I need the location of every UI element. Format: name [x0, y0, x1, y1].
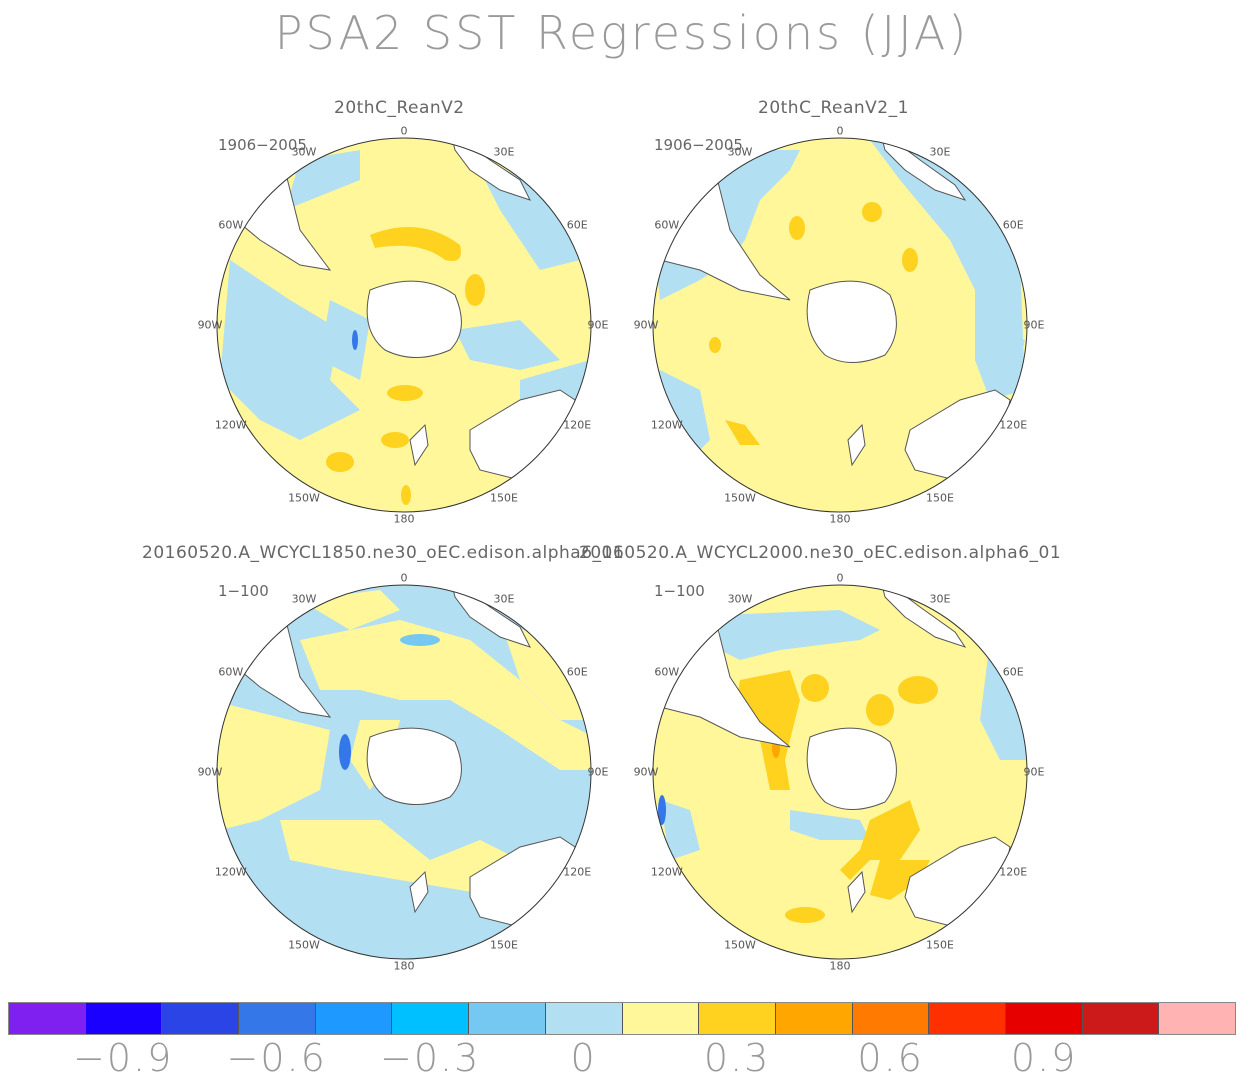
lon-label-3: 150W [288, 938, 320, 952]
colorbar-cell [929, 1003, 1006, 1034]
lon-label-4: 60E [1002, 665, 1024, 679]
colorbar-cell [85, 1003, 163, 1034]
lon-label-1: 0 [400, 124, 408, 138]
lon-label-2: 120E [999, 418, 1028, 432]
lon-label-4: 90W [633, 765, 659, 779]
lon-label-4: 90E [1023, 765, 1045, 779]
colorbar-tick-label: −0.9 [72, 1036, 174, 1080]
lon-label-4: 180 [829, 959, 851, 973]
lon-label-1: 60W [218, 218, 244, 232]
lon-label-3: 30W [291, 592, 317, 606]
lon-label-2: 120W [650, 418, 683, 432]
lon-label-4: 120W [650, 865, 683, 879]
panel-4-period: 1−100 [654, 582, 705, 600]
lon-label-1: 150W [288, 491, 320, 505]
colorbar-cell [545, 1003, 623, 1034]
colorbar-tick-label: 0.6 [857, 1036, 924, 1080]
lon-label-3: 90W [197, 765, 223, 779]
lon-label-2: 150E [926, 491, 954, 505]
colorbar-cell [162, 1003, 240, 1034]
colorbar-cell [9, 1003, 86, 1034]
lon-label-2: 30E [929, 145, 951, 159]
lon-label-3: 120E [563, 865, 592, 879]
lon-label-2: 180 [829, 512, 851, 526]
lon-label-2: 0 [836, 124, 844, 138]
panel-3-period: 1−100 [218, 582, 269, 600]
panel-3-title: 20160520.A_WCYCL1850.ne30_oEC.edison.alp… [142, 543, 625, 563]
colorbar-cell [699, 1003, 776, 1034]
colorbar-cell [239, 1003, 316, 1034]
colorbar-cell [852, 1003, 930, 1034]
lon-label-3: 0 [400, 571, 408, 585]
lon-label-3: 30E [493, 592, 515, 606]
panel-2-title: 20thC_ReanV2_1 [758, 98, 909, 118]
lon-label-1: 30W [291, 145, 317, 159]
lon-label-4: 60W [654, 665, 680, 679]
colorbar-cell [315, 1003, 393, 1034]
map-panel-3 [217, 585, 591, 959]
lon-label-4: 150W [724, 938, 756, 952]
lon-label-1: 30E [493, 145, 515, 159]
colorbar-cell [1082, 1003, 1160, 1034]
colorbar-cell [392, 1003, 470, 1034]
map-panel-4 [653, 585, 1027, 959]
lon-label-1: 120E [563, 418, 592, 432]
lon-label-4: 30W [727, 592, 753, 606]
panel-4-title: 20160520.A_WCYCL2000.ne30_oEC.edison.alp… [579, 543, 1062, 563]
colorbar-tick-label: 0.9 [1010, 1036, 1078, 1080]
lon-label-4: 30E [929, 592, 951, 606]
lon-label-1: 90W [197, 318, 223, 332]
lon-label-1: 150E [490, 491, 518, 505]
lon-label-2: 60W [654, 218, 680, 232]
colorbar-tick-label: 0 [570, 1036, 597, 1080]
lon-label-3: 60W [218, 665, 244, 679]
figure-title: PSA2 SST Regressions (JJA) [274, 6, 970, 60]
lon-label-3: 60E [566, 665, 588, 679]
lon-label-3: 180 [393, 959, 415, 973]
lon-label-2: 60E [1002, 218, 1024, 232]
lon-label-1: 120W [214, 418, 247, 432]
lon-label-4: 0 [836, 571, 844, 585]
lon-label-4: 150E [926, 938, 954, 952]
map-panel-2 [653, 138, 1027, 512]
lon-label-2: 150W [724, 491, 756, 505]
lon-label-2: 90W [633, 318, 659, 332]
colorbar-cell [1005, 1003, 1083, 1034]
colorbar-tick-label: 0.3 [703, 1036, 771, 1080]
colorbar-tick-label: −0.6 [226, 1036, 327, 1080]
colorbar-cell [622, 1003, 700, 1034]
colorbar [8, 1002, 1236, 1035]
panel-1-period: 1906−2005 [218, 136, 307, 154]
lon-label-3: 120W [214, 865, 247, 879]
colorbar-tick-label: −0.3 [379, 1036, 481, 1080]
colorbar-cell [469, 1003, 546, 1034]
colorbar-cell [1159, 1003, 1235, 1034]
colorbar-cell [775, 1003, 853, 1034]
map-panel-1 [217, 138, 591, 512]
lon-label-3: 150E [490, 938, 518, 952]
lon-label-1: 90E [587, 318, 609, 332]
panel-2-period: 1906−2005 [654, 136, 743, 154]
lon-label-2: 90E [1023, 318, 1045, 332]
lon-label-2: 30W [727, 145, 753, 159]
lon-label-3: 90E [587, 765, 609, 779]
panel-1-title: 20thC_ReanV2 [334, 98, 465, 118]
lon-label-4: 120E [999, 865, 1028, 879]
lon-label-1: 60E [566, 218, 588, 232]
lon-label-1: 180 [393, 512, 415, 526]
